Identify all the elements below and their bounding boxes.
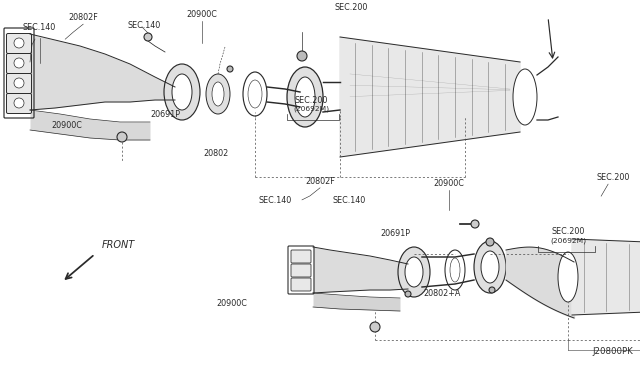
Ellipse shape bbox=[405, 257, 423, 287]
Ellipse shape bbox=[450, 258, 460, 282]
Circle shape bbox=[14, 78, 24, 88]
Text: 20802F: 20802F bbox=[305, 177, 335, 186]
Text: SEC.140: SEC.140 bbox=[127, 21, 161, 30]
Text: 20900C: 20900C bbox=[52, 121, 83, 130]
Text: SEC.200: SEC.200 bbox=[552, 227, 585, 236]
Circle shape bbox=[405, 291, 411, 297]
Text: SEC.140: SEC.140 bbox=[332, 196, 365, 205]
Text: 20691P: 20691P bbox=[150, 110, 180, 119]
FancyBboxPatch shape bbox=[291, 278, 311, 291]
Text: 20900C: 20900C bbox=[186, 10, 217, 19]
Ellipse shape bbox=[558, 252, 578, 302]
FancyBboxPatch shape bbox=[291, 264, 311, 277]
Text: FRONT: FRONT bbox=[102, 240, 135, 250]
Ellipse shape bbox=[243, 72, 267, 116]
Text: 20691P: 20691P bbox=[381, 229, 410, 238]
Circle shape bbox=[144, 33, 152, 41]
Circle shape bbox=[486, 238, 494, 246]
Text: 20900C: 20900C bbox=[216, 299, 247, 308]
Text: SEC.140: SEC.140 bbox=[22, 23, 56, 32]
Ellipse shape bbox=[212, 82, 224, 106]
Ellipse shape bbox=[206, 74, 230, 114]
FancyBboxPatch shape bbox=[6, 93, 31, 113]
Ellipse shape bbox=[287, 67, 323, 127]
Ellipse shape bbox=[445, 250, 465, 290]
Ellipse shape bbox=[172, 74, 192, 110]
Circle shape bbox=[227, 66, 233, 72]
FancyBboxPatch shape bbox=[6, 54, 31, 74]
Polygon shape bbox=[340, 37, 520, 157]
Text: SEC.200: SEC.200 bbox=[596, 173, 630, 182]
Circle shape bbox=[14, 38, 24, 48]
Polygon shape bbox=[572, 239, 640, 315]
Ellipse shape bbox=[164, 64, 200, 120]
Text: 20802: 20802 bbox=[204, 149, 229, 158]
Text: SEC.140: SEC.140 bbox=[259, 196, 292, 205]
Ellipse shape bbox=[248, 80, 262, 108]
Ellipse shape bbox=[295, 77, 315, 117]
Circle shape bbox=[370, 322, 380, 332]
FancyBboxPatch shape bbox=[6, 33, 31, 54]
FancyBboxPatch shape bbox=[6, 74, 31, 93]
Circle shape bbox=[14, 58, 24, 68]
Text: SEC.200: SEC.200 bbox=[295, 96, 328, 105]
Circle shape bbox=[14, 98, 24, 108]
Circle shape bbox=[297, 51, 307, 61]
Ellipse shape bbox=[481, 251, 499, 283]
Text: (20692M): (20692M) bbox=[550, 238, 586, 244]
Circle shape bbox=[117, 132, 127, 142]
Text: SEC.200: SEC.200 bbox=[334, 3, 367, 12]
Circle shape bbox=[489, 287, 495, 293]
FancyBboxPatch shape bbox=[291, 250, 311, 263]
Text: 20802F: 20802F bbox=[68, 13, 98, 22]
Ellipse shape bbox=[398, 247, 430, 297]
Text: (20692M): (20692M) bbox=[294, 106, 330, 112]
Ellipse shape bbox=[474, 241, 506, 293]
Circle shape bbox=[471, 220, 479, 228]
Text: 20802+A: 20802+A bbox=[423, 289, 460, 298]
Ellipse shape bbox=[513, 69, 537, 125]
Text: J20800PK: J20800PK bbox=[593, 347, 634, 356]
Text: 20900C: 20900C bbox=[434, 179, 465, 188]
